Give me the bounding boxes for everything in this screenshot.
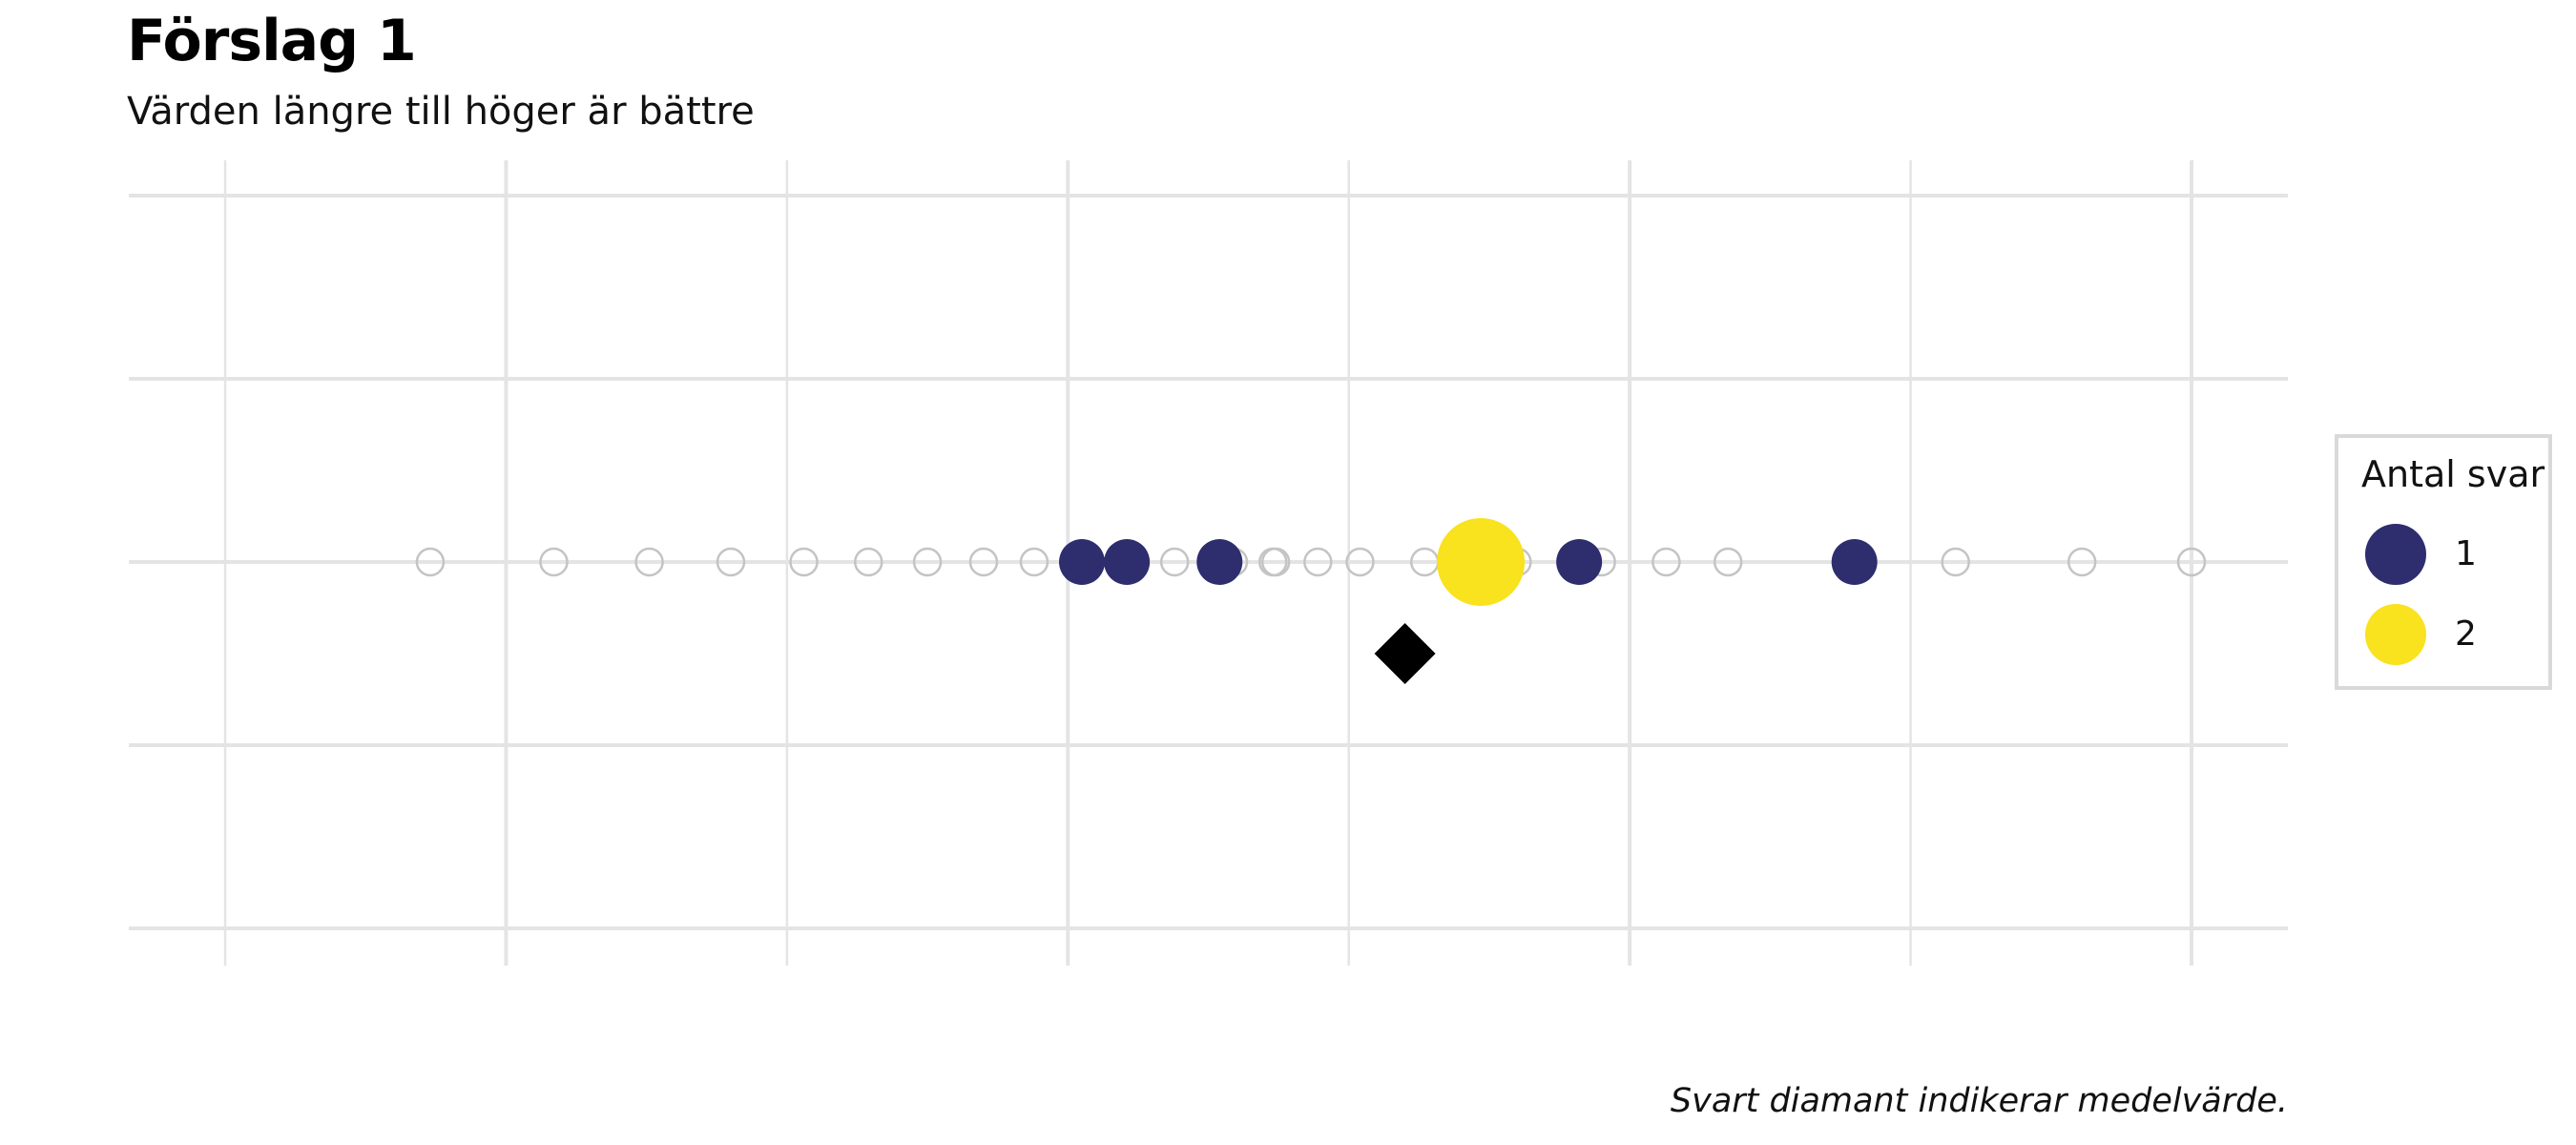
empty-point [789,547,819,577]
legend-label-1: 1 [2455,534,2477,573]
empty-point [1019,547,1049,577]
empty-point [853,547,883,577]
empty-point [912,547,943,577]
empty-point [968,547,999,577]
empty-point [2176,547,2207,577]
response-point [1059,539,1106,585]
points-layer [415,518,2207,684]
response-point [1104,539,1151,585]
legend-item-1: 1 [2365,522,2537,589]
empty-point [1713,547,1743,577]
empty-point [539,547,569,577]
empty-point [415,547,446,577]
empty-point [716,547,746,577]
legend: Antal svar 1 2 [2335,434,2552,690]
response-point [1437,518,1526,606]
legend-title: Antal svar [2361,453,2545,495]
empty-point [1345,547,1375,577]
chart-caption: Svart diamant indikerar medelvärde. [1670,1082,2288,1120]
empty-point [2067,547,2097,577]
response-point [1831,539,1878,585]
empty-point [1652,547,1681,577]
empty-point [634,547,664,577]
empty-point [1257,547,1288,577]
response-point [1196,539,1243,585]
empty-point [1159,547,1190,577]
empty-point [1941,547,1970,577]
dot-plot [129,160,2288,966]
legend-item-2: 2 [2365,602,2537,669]
legend-swatch-2 [2365,604,2426,665]
chart-title: Förslag 1 [127,8,417,74]
legend-label-2: 2 [2455,614,2477,654]
empty-point [1303,547,1333,577]
chart-subtitle: Värden längre till höger är bättre [127,90,755,134]
response-point [1556,539,1603,585]
mean-diamond [1374,623,1436,684]
legend-swatch-1 [2365,524,2426,585]
